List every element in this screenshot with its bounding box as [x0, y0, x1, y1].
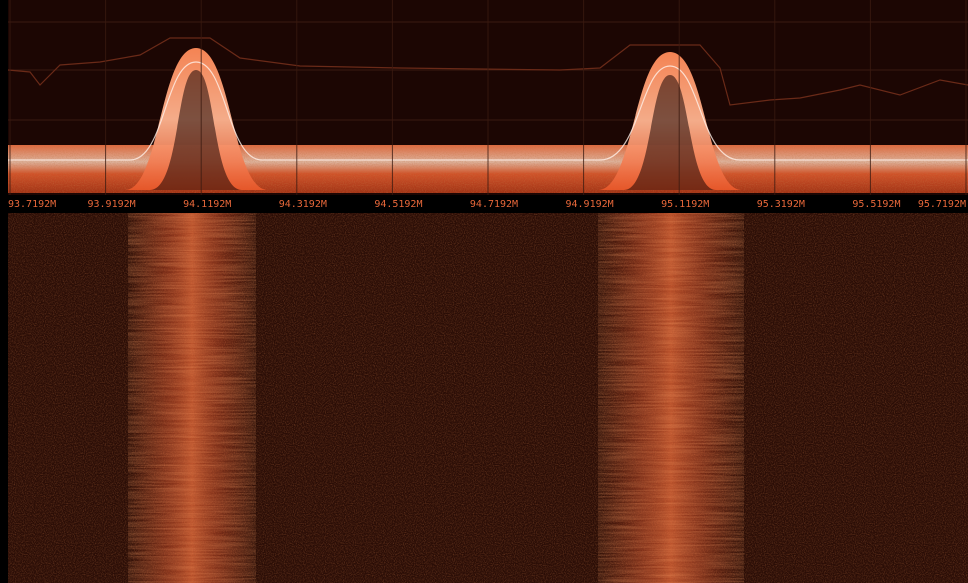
frequency-label: 94.9192M	[566, 199, 614, 210]
frequency-label: 94.7192M	[470, 199, 518, 210]
waterfall	[8, 213, 968, 583]
frequency-label: 94.5192M	[374, 199, 422, 210]
frequency-label: 95.1192M	[661, 199, 709, 210]
frequency-label: 94.3192M	[279, 199, 327, 210]
frequency-label: 94.1192M	[183, 199, 231, 210]
frequency-label: 95.5192M	[852, 199, 900, 210]
frequency-label: 95.7192M	[918, 199, 966, 210]
sdr-display: 93.7192M 93.9192M 94.1192M 94.3192M 94.5192M…	[0, 0, 968, 583]
waterfall-streaks	[128, 213, 256, 583]
frequency-label: 95.3192M	[757, 199, 805, 210]
frequency-label: 93.9192M	[88, 199, 136, 210]
frequency-label: 93.7192M	[8, 199, 56, 210]
waterfall-streaks	[598, 213, 744, 583]
